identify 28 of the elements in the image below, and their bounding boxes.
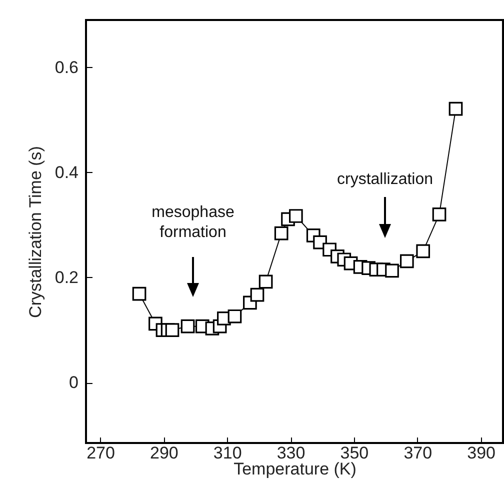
x-tick-label: 350 bbox=[340, 444, 369, 462]
y-axis-title: Crystallization Time (s) bbox=[26, 146, 45, 318]
x-tick-label: 390 bbox=[467, 444, 496, 462]
point bbox=[400, 254, 414, 268]
y-tick-label: 0 bbox=[69, 373, 78, 392]
x-tick-label: 330 bbox=[276, 444, 306, 462]
point bbox=[228, 309, 242, 324]
point bbox=[448, 102, 463, 116]
y-tick-label: 0.2 bbox=[54, 268, 78, 287]
point bbox=[432, 208, 446, 222]
point bbox=[250, 288, 264, 302]
point bbox=[132, 286, 146, 301]
point bbox=[385, 264, 399, 278]
point bbox=[289, 209, 303, 223]
point bbox=[180, 319, 195, 334]
x-axis-title: Temperature (K) bbox=[234, 460, 356, 478]
point bbox=[416, 244, 430, 258]
y-tick-label: 0.4 bbox=[54, 162, 78, 182]
x-tick-label: 370 bbox=[404, 444, 432, 462]
annotation: mesophase formation bbox=[152, 204, 234, 241]
point bbox=[258, 274, 273, 289]
y-tick-label: 0.6 bbox=[54, 58, 78, 77]
point bbox=[165, 323, 180, 337]
point bbox=[274, 226, 288, 240]
x-tick-label: 270 bbox=[86, 444, 115, 462]
annotation: crystallization bbox=[336, 171, 434, 188]
x-tick-label: 290 bbox=[150, 444, 178, 462]
x-tick-label: 310 bbox=[213, 444, 242, 462]
